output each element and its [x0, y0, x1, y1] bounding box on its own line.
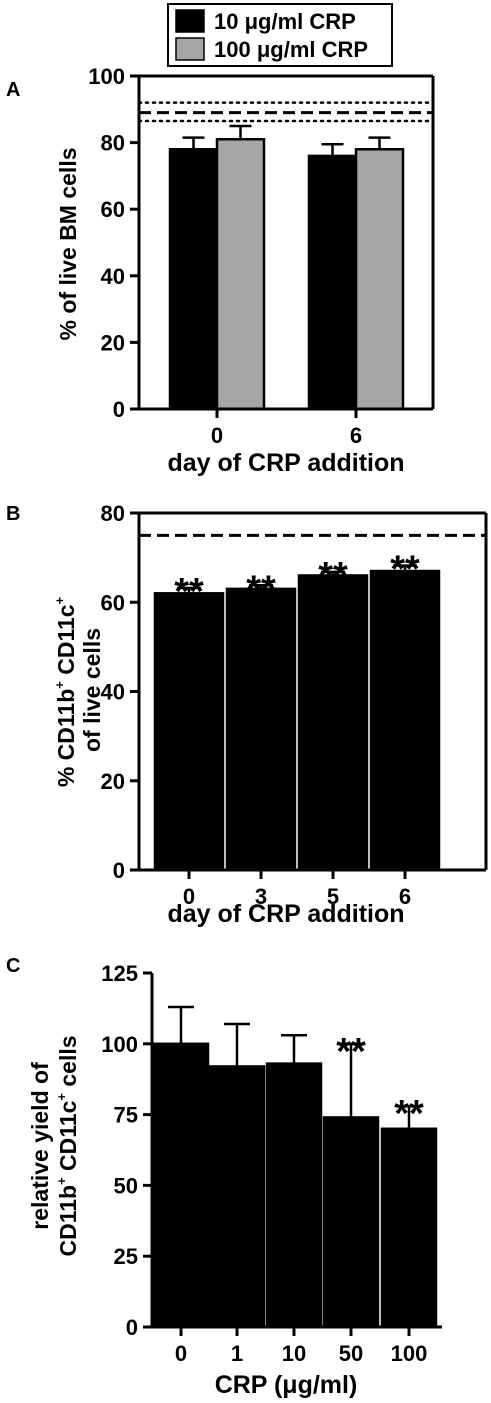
panel-b-bar-day3	[225, 587, 297, 872]
panel-a-bar-day0-series1	[215, 138, 266, 411]
panel-a-bar-day6-series0	[307, 154, 358, 411]
panel-b-significance-marker: **	[318, 555, 348, 597]
panel-a-ytick-label: 40	[101, 264, 125, 289]
panel-b-ylabel-line1: % CD11b+ CD11c+	[52, 596, 79, 787]
panel-c-ytick-label: 50	[114, 1173, 138, 1198]
panel-a-ytick-label: 80	[101, 131, 125, 156]
panel-b-bar-day5	[297, 574, 369, 872]
legend-box	[167, 3, 393, 67]
panel-c-ytick-label: 0	[126, 1315, 138, 1340]
panel-c: C ** ** 0 25 50 75 100 125 0 1 10 50 100 relative y…	[6, 955, 442, 1399]
panel-c-xtick-label: 1	[231, 1341, 243, 1366]
panel-c-xlabel: CRP (μg/ml)	[215, 1371, 358, 1399]
panel-a-ytick-label: 20	[101, 330, 125, 355]
legend-label-10: 10 μg/ml CRP	[214, 9, 356, 34]
panel-b-bar-day6	[369, 569, 441, 872]
legend-swatch-100	[175, 37, 205, 61]
panel-b-xtick-label: 0	[183, 884, 195, 909]
panel-b-significance-marker: **	[390, 549, 420, 591]
panel-b-ytick-label: 80	[101, 501, 125, 526]
panel-a-xtick-label: 6	[350, 423, 362, 448]
panel-b-ytick-label: 0	[113, 858, 125, 883]
panel-c-bar-crp1	[208, 1065, 266, 1329]
panel-b-xtick-label: 6	[399, 884, 411, 909]
panel-a-ytick-label: 100	[88, 64, 125, 89]
panel-c-bar-crp50	[322, 1116, 380, 1329]
panel-c-bar-crp0	[152, 1042, 210, 1329]
panel-c-ylabel-line2: CD11b+ CD11c+ cells	[54, 1035, 81, 1256]
panel-c-ytick-label: 100	[101, 1032, 138, 1057]
panel-c-xtick-label: 50	[339, 1341, 363, 1366]
panel-a-ytick-label: 0	[113, 397, 125, 422]
panel-a-letter: A	[6, 79, 20, 101]
panel-c-xtick-label: 0	[175, 1341, 187, 1366]
panel-a-ylabel: % of live BM cells	[55, 147, 81, 340]
legend-swatch-10	[175, 9, 205, 33]
panel-a-ytick-label: 60	[101, 197, 125, 222]
legend: 10 μg/ml CRP 100 μg/ml CRP	[167, 3, 393, 67]
panel-c-xtick-label: 10	[282, 1341, 306, 1366]
panel-a-xlabel: day of CRP addition	[167, 449, 404, 477]
panel-a-bar-day6-series1	[354, 148, 405, 411]
panel-b-xtick-label: 5	[327, 884, 339, 909]
panel-a: A 0 20 40 60 80 100 0 6 % of live BM cells day …	[6, 64, 435, 477]
panel-b-xtick-label: 3	[255, 884, 267, 909]
panel-c-ytick-label: 125	[101, 961, 138, 986]
panel-b-significance-marker: **	[246, 568, 276, 610]
panel-a-bar-day0-series0	[168, 148, 219, 411]
panel-c-bar-crp100	[380, 1127, 438, 1329]
panel-c-bar-crp10	[265, 1062, 323, 1329]
panel-c-significance-marker: **	[336, 1031, 366, 1073]
panel-b-ytick-label: 60	[101, 590, 125, 615]
panel-c-ytick-label: 75	[114, 1103, 138, 1128]
legend-label-100: 100 μg/ml CRP	[214, 37, 368, 62]
panel-b-ytick-label: 40	[101, 680, 125, 705]
panel-b-ylabel-line2: of live cells	[79, 628, 105, 752]
panel-c-letter: C	[6, 955, 20, 977]
panel-b: B ** ** ** ** 0 20 40 60 80 0 3 5 6 % CD11b+ CD11c+…	[6, 501, 488, 928]
panel-a-xtick-label: 0	[211, 423, 223, 448]
panel-b-significance-marker: **	[174, 571, 204, 613]
panel-b-bar-day0	[153, 592, 225, 872]
panel-c-ytick-label: 25	[114, 1244, 138, 1269]
panel-c-ylabel-line1: relative yield of	[27, 1062, 53, 1230]
panel-c-xtick-label: 100	[391, 1341, 428, 1366]
panel-b-ytick-label: 20	[101, 769, 125, 794]
panel-b-letter: B	[6, 503, 20, 525]
panel-c-significance-marker: **	[394, 1093, 424, 1135]
panel-b-xlabel: day of CRP addition	[167, 900, 404, 928]
